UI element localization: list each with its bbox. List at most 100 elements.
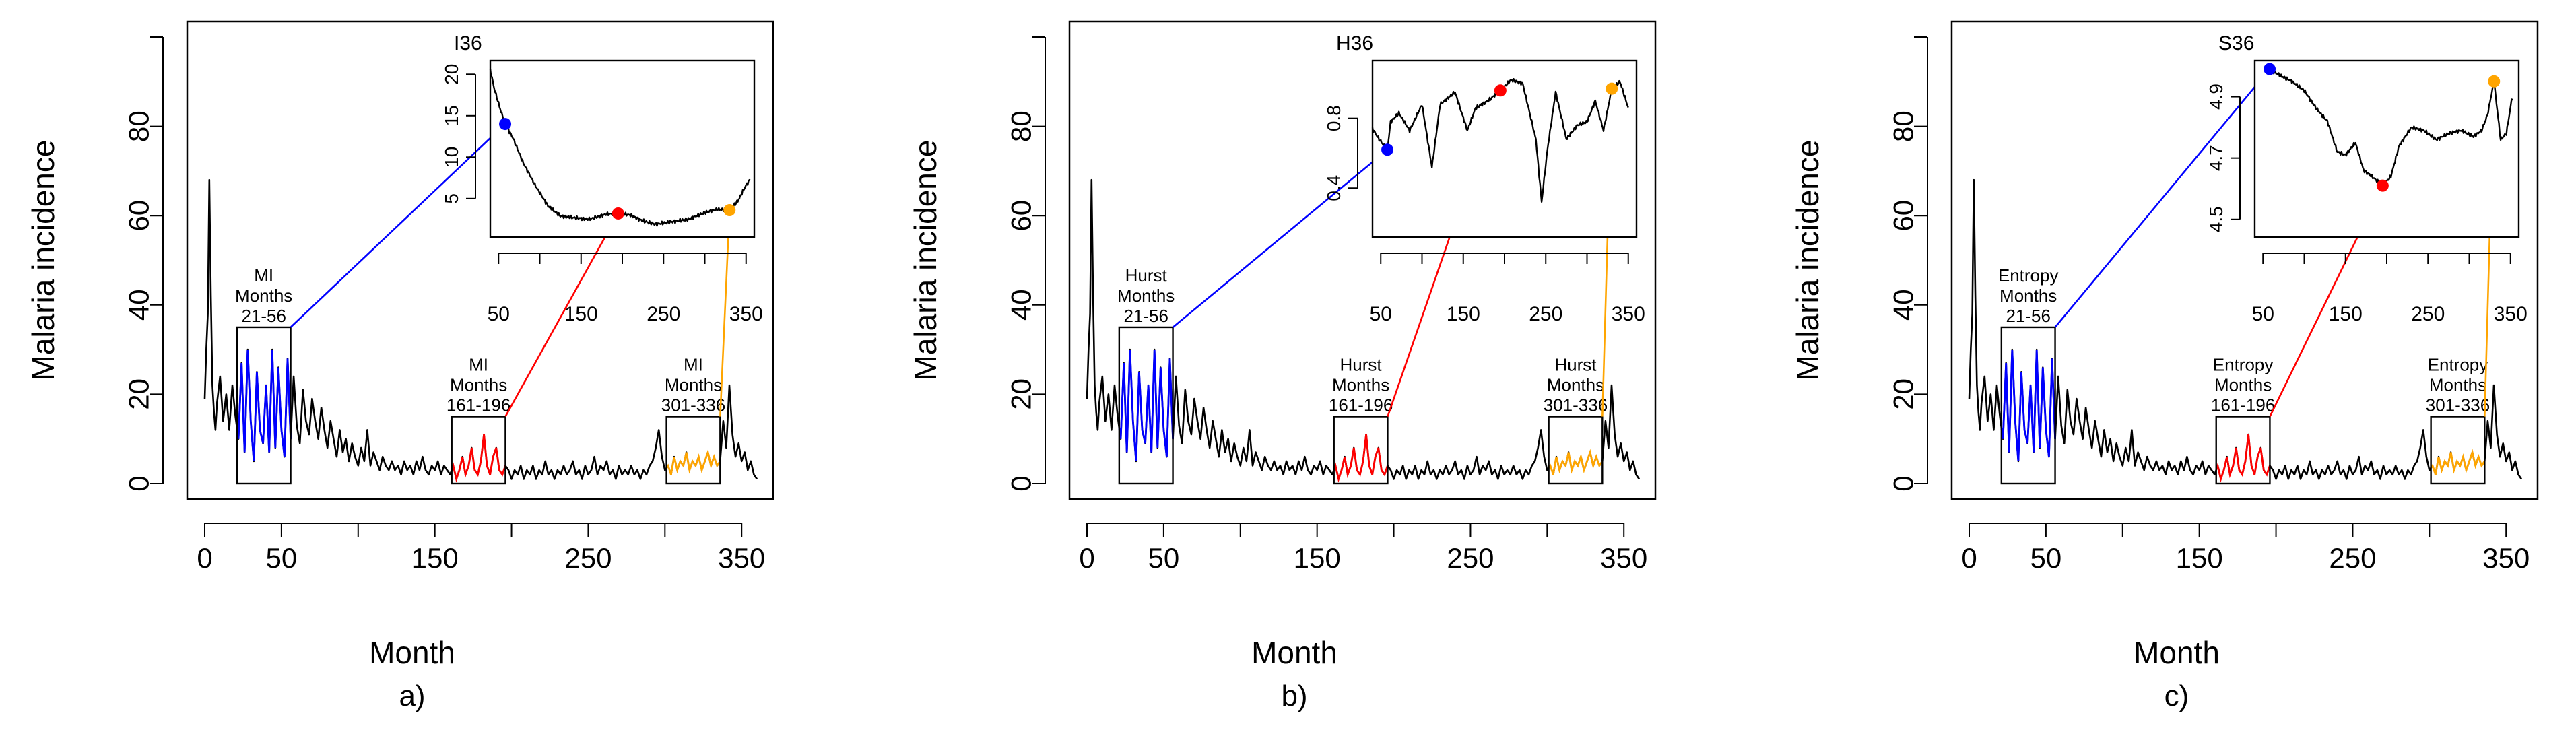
window-series-0 xyxy=(236,350,292,462)
inset-x-tick-label: 350 xyxy=(2494,303,2528,325)
window-box-1 xyxy=(1333,416,1389,485)
inset-y-tick-label: 15 xyxy=(441,105,462,126)
inset-x-tick-label: 50 xyxy=(1370,303,1392,325)
inset-title: I36 xyxy=(454,32,482,55)
inset-y-tick-label: 10 xyxy=(441,147,462,168)
inset-x-tick-label: 150 xyxy=(1447,303,1480,325)
window-box-2 xyxy=(665,416,721,485)
window-label-range: 21-56 xyxy=(1123,306,1168,326)
x-tick-label: 0 xyxy=(197,542,212,574)
window-box-0 xyxy=(1118,326,1174,485)
window-label-word: Months xyxy=(665,375,722,395)
plot-frame xyxy=(186,20,774,500)
window-label-metric: MI xyxy=(684,355,703,375)
y-tick-label: 20 xyxy=(123,378,155,410)
x-axis-title: Month xyxy=(2134,635,2220,670)
connector-line-1 xyxy=(504,213,620,418)
y-axis-title: Malaria incidence xyxy=(1790,140,1825,381)
inset-dot-2 xyxy=(2488,75,2501,88)
inset-x-tick-label: 350 xyxy=(1612,303,1645,325)
window-series-0 xyxy=(1118,350,1174,462)
x-axis-title: Month xyxy=(1251,635,1337,670)
inset-x-tick-label: 150 xyxy=(564,303,598,325)
inset-y-tick-label: 4.9 xyxy=(2206,84,2226,110)
window-box-1 xyxy=(451,416,506,485)
inset-x-tick-label: 50 xyxy=(2252,303,2274,325)
window-label-range: 161-196 xyxy=(1329,395,1393,416)
window-series-2 xyxy=(665,449,721,475)
window-series-2 xyxy=(1548,449,1604,475)
window-label-range: 21-56 xyxy=(2006,306,2051,326)
inset-y-tick-label: 0.8 xyxy=(1323,105,1344,131)
x-tick-label: 250 xyxy=(1447,542,1494,574)
window-label-word: Months xyxy=(2429,375,2486,395)
panel-caption: b) xyxy=(1281,679,1307,712)
window-label-word: Months xyxy=(235,286,292,306)
inset-y-tick-label: 0.4 xyxy=(1323,175,1344,201)
x-tick-label: 150 xyxy=(411,542,459,574)
y-tick-label: 20 xyxy=(1005,378,1037,410)
connector-line-0 xyxy=(2054,68,2271,328)
window-label-word: Months xyxy=(1117,286,1175,306)
y-tick-label: 0 xyxy=(1888,475,1919,491)
inset-x-tick-label: 150 xyxy=(2329,303,2363,325)
inset-series-line xyxy=(2269,68,2513,189)
window-box-2 xyxy=(2430,416,2486,485)
inset-dot-1 xyxy=(2376,179,2389,192)
panel-b: 0 20 40 60 80 0 50 150 250 350 Month b) Malaria inci… xyxy=(908,20,1657,712)
window-label-word: Months xyxy=(1547,375,1604,395)
y-tick-label: 60 xyxy=(1888,200,1919,232)
connector-line-0 xyxy=(1172,149,1388,328)
window-label-metric: Hurst xyxy=(1554,355,1597,375)
y-tick-label: 80 xyxy=(1005,110,1037,142)
y-tick-label: 80 xyxy=(123,110,155,142)
x-tick-label: 150 xyxy=(2176,542,2223,574)
window-box-1 xyxy=(2215,416,2271,485)
window-series-1 xyxy=(1333,434,1389,483)
x-tick-label: 0 xyxy=(1961,542,1977,574)
y-tick-label: 20 xyxy=(1888,378,1919,410)
window-box-2 xyxy=(1548,416,1604,485)
inset-dot-2 xyxy=(723,204,736,217)
panel-c: 0 20 40 60 80 0 50 150 250 350 Month c) Malaria inci… xyxy=(1790,20,2539,712)
window-label-metric: Hurst xyxy=(1340,355,1383,375)
y-tick-label: 0 xyxy=(123,475,155,491)
x-tick-label: 250 xyxy=(2329,542,2376,574)
inset-dot-1 xyxy=(612,207,624,220)
panel-caption: a) xyxy=(399,679,425,712)
x-tick-label: 50 xyxy=(2030,542,2062,574)
window-box-0 xyxy=(236,326,292,485)
plot-frame xyxy=(1950,20,2539,500)
window-label-range: 21-56 xyxy=(241,306,286,326)
inset-title: S36 xyxy=(2218,32,2254,55)
x-tick-label: 350 xyxy=(2482,542,2530,574)
inset-x-tick-label: 50 xyxy=(488,303,510,325)
inset-x-tick-label: 350 xyxy=(729,303,763,325)
inset-dot-0 xyxy=(2264,63,2276,75)
x-tick-label: 50 xyxy=(1148,542,1180,574)
inset-x-tick-label: 250 xyxy=(647,303,680,325)
window-label-metric: Hurst xyxy=(1125,265,1168,286)
window-label-word: Months xyxy=(2000,286,2057,306)
y-tick-label: 40 xyxy=(1005,289,1037,321)
inset-frame xyxy=(2253,59,2520,238)
y-axis-title: Malaria incidence xyxy=(908,140,943,381)
y-tick-label: 80 xyxy=(1888,110,1919,142)
inset-x-tick-label: 250 xyxy=(1529,303,1562,325)
window-series-0 xyxy=(2000,350,2056,462)
connector-line-2 xyxy=(719,209,731,417)
window-label-word: Months xyxy=(2214,375,2272,395)
y-tick-label: 0 xyxy=(1005,475,1037,491)
window-label-metric: MI xyxy=(254,265,273,286)
x-tick-label: 150 xyxy=(1294,542,1341,574)
window-box-0 xyxy=(2000,326,2056,485)
window-label-metric: MI xyxy=(469,355,488,375)
window-label-word: Months xyxy=(450,375,507,395)
plot-frame xyxy=(1068,20,1657,500)
window-label-metric: Entropy xyxy=(1998,265,2059,286)
window-label-range: 161-196 xyxy=(2211,395,2275,416)
x-tick-label: 50 xyxy=(266,542,298,574)
window-label-metric: Entropy xyxy=(2213,355,2274,375)
x-tick-label: 0 xyxy=(1079,542,1094,574)
